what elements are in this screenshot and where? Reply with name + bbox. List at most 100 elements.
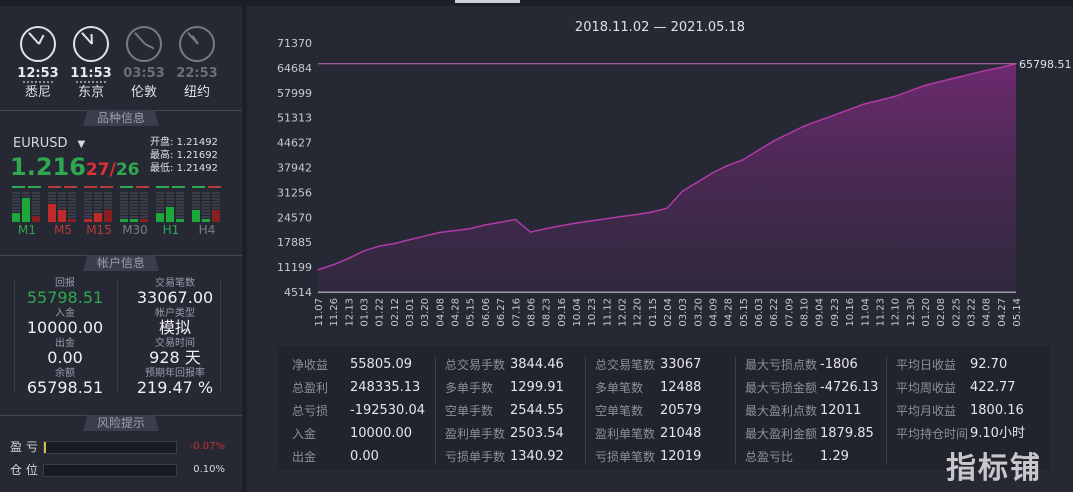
strength-fill [130,219,138,222]
x-tick-label: 12.20 [633,298,644,327]
stat-label: 总交易笔数 [595,358,656,372]
strength-fill [212,210,220,222]
x-tick-label: 09.23 [830,298,841,327]
stat-value: 422.77 [970,380,1016,395]
strength-fill [140,219,148,222]
symbol-name: EURUSD [13,136,68,151]
y-tick-label: 37942 [277,162,312,175]
x-tick-label: 04.27 [997,298,1008,327]
stat-label: 总盈亏比 [745,450,794,464]
data-point [984,69,987,72]
data-point [514,218,517,221]
data-point [559,224,562,227]
risk-label: 盈 亏 [10,440,38,454]
clock-dots [23,81,53,83]
clock-time: 11:53 [70,66,112,81]
watermark-logo: 指标铺 [946,451,1042,486]
stat-label: 空单手数 [445,404,494,418]
active-tab-indicator[interactable] [455,0,520,3]
stat-label: 最大亏损点数 [745,358,818,372]
stat-value: 21048 [660,426,702,441]
y-tick-label: 71370 [277,37,312,50]
data-point [681,190,683,193]
x-tick-label: 04.28 [724,298,735,327]
x-tick-label: 12.10 [891,298,902,327]
data-point [772,140,775,143]
clock-time: 03:53 [123,66,165,81]
data-point [529,231,532,233]
y-tick-label: 24570 [277,211,312,224]
account-value: 55798.51 [26,288,104,307]
stat-value: 12488 [660,380,702,395]
stat-value: 1340.92 [510,449,564,464]
strength-bar [104,192,112,222]
stat-label: 最大盈利点数 [745,404,818,418]
timeframe-label[interactable]: H1 [162,223,180,237]
data-point [651,211,653,213]
risk-value: 0.10% [193,464,225,475]
stat-label: 多单手数 [445,381,494,395]
hour-hand [144,43,155,50]
price-separator: / [109,160,116,180]
timeframe-label[interactable]: M1 [18,223,36,237]
stat-value: 33067 [660,357,702,372]
account-value: 10000.00 [26,318,104,337]
minute-hand [134,32,146,45]
data-point [377,245,380,248]
stat-label: 最大盈利金额 [745,427,818,441]
timeframe-label[interactable]: M5 [54,223,72,237]
data-point [635,213,638,216]
account-value: 模拟 [158,318,191,337]
clock-icon [20,26,56,62]
strength-bar [94,192,102,222]
strength-bar [58,192,66,222]
data-point [423,235,426,237]
data-point [453,229,456,232]
timeframe-label[interactable]: M30 [122,223,148,237]
strength-bar [212,192,220,222]
stat-value: -192530.04 [350,403,425,418]
data-point [544,227,547,230]
strength-fill [48,204,56,222]
clock-time: 12:53 [17,66,59,81]
chevron-down-icon: ▼ [77,139,86,150]
data-point [408,239,410,241]
strength-bar [120,192,128,222]
strength-bar [202,192,210,222]
price-ask: 26 [115,160,140,180]
stat-value: 2503.54 [510,426,564,441]
clock-icon [179,26,215,62]
divider [435,356,436,464]
open-label: 开盘: [150,137,174,148]
data-point [666,207,668,210]
strength-fill [32,216,40,222]
x-tick-label: 06.06 [481,298,492,327]
high-label: 最高: [150,150,174,161]
stat-label: 净收益 [292,358,329,372]
strength-bar [32,192,40,222]
x-tick-label: 06.22 [769,298,780,327]
account-value: 0.00 [47,348,83,367]
stat-label: 盈利单手数 [445,427,506,441]
data-point [848,108,850,111]
timeframe-label[interactable]: M15 [86,223,112,237]
x-tick-label: 10.16 [845,298,856,327]
strength-bar [84,192,92,222]
strength-fill [166,207,174,222]
strength-fill [156,213,164,222]
stat-label: 平均持仓时间 [896,427,969,441]
x-tick-label: 03.20 [693,298,704,327]
stat-label: 多单笔数 [595,381,644,395]
x-tick-label: 08.10 [800,298,811,327]
timeframe-label[interactable]: H4 [198,223,216,237]
data-point [499,221,501,224]
high-value: 1.21692 [176,150,218,161]
price-main: 1.216 [10,153,86,181]
data-point [484,224,486,226]
divider [585,356,586,464]
symbol-select[interactable]: EURUSD ▼ [13,136,85,152]
data-point [924,84,926,87]
stat-value: 12019 [660,449,702,464]
x-tick-label: 06.03 [754,298,765,327]
stat-value: 1879.85 [820,426,874,441]
